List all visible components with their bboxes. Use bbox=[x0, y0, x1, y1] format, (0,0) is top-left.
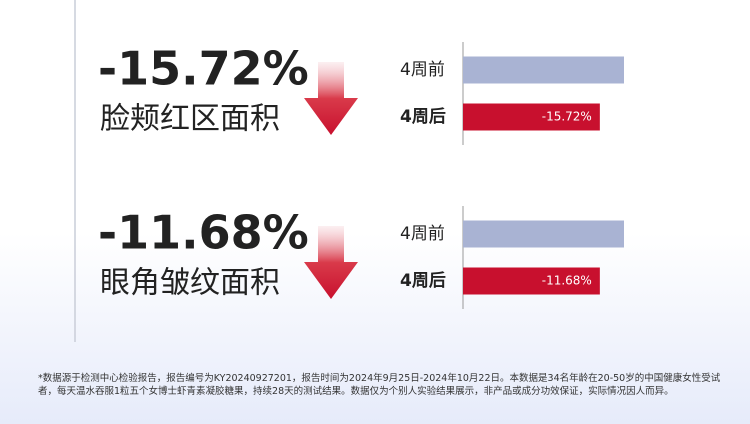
bar bbox=[463, 56, 624, 84]
bar bbox=[463, 267, 600, 295]
change-label: -15.72% bbox=[542, 110, 592, 124]
category-label: 4周后 bbox=[400, 271, 446, 291]
metric-name: 脸颊红区面积 bbox=[100, 102, 280, 137]
category-label: 4周前 bbox=[400, 60, 445, 80]
down-arrow bbox=[304, 226, 358, 299]
bar bbox=[463, 220, 624, 248]
headline: -11.68% bbox=[98, 206, 309, 260]
category-label: 4周前 bbox=[400, 224, 445, 244]
chart: -15.72% 脸颊红区面积 4周前 4周后 -15.72% -11.68% 眼角皱纹面积 4… bbox=[74, 0, 624, 342]
category-label: 4周后 bbox=[400, 107, 446, 127]
metric-name: 眼角皱纹面积 bbox=[100, 266, 280, 301]
bar bbox=[463, 103, 600, 131]
footnote: *数据源于检测中心检验报告，报告编号为KY20240927201，报告时间为20… bbox=[38, 373, 721, 397]
headline: -15.72% bbox=[98, 42, 309, 96]
change-label: -11.68% bbox=[542, 274, 592, 288]
down-arrow bbox=[304, 62, 358, 135]
